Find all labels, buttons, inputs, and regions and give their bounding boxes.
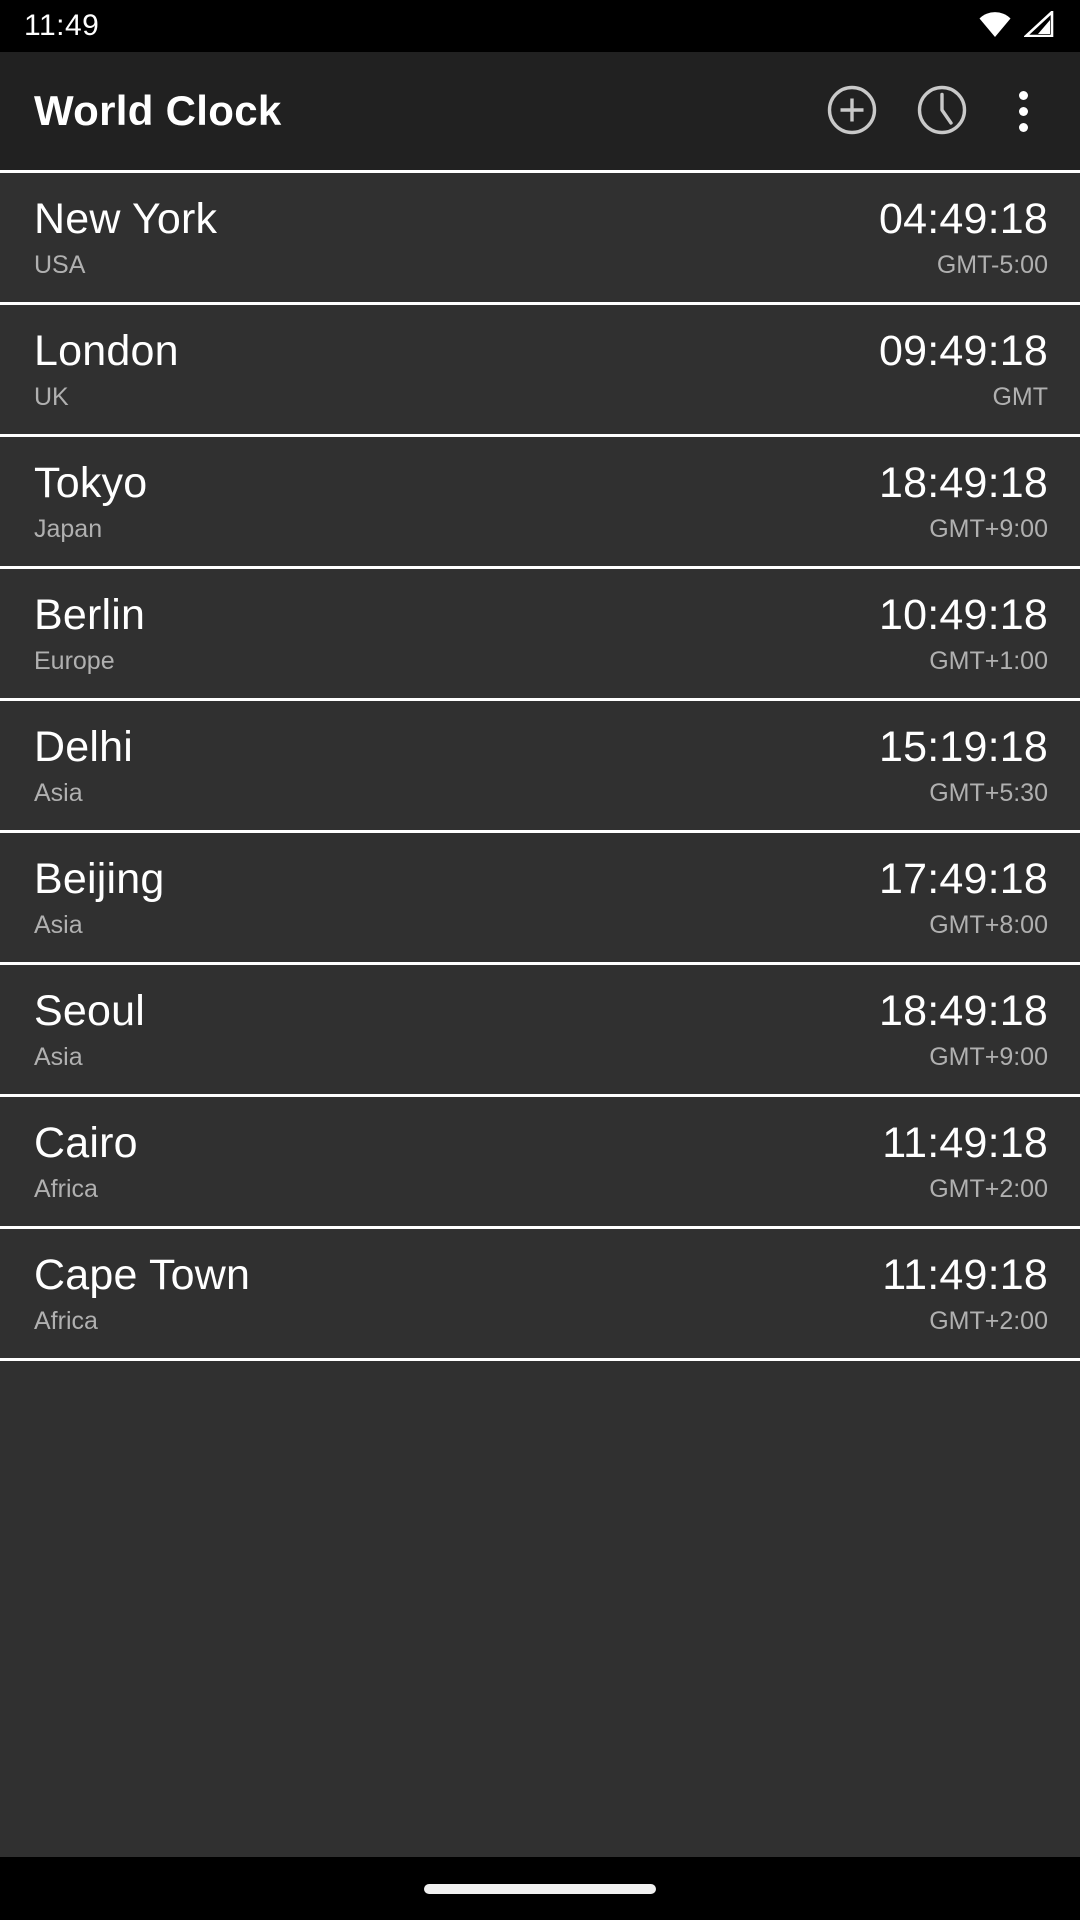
list-empty-area: [0, 1361, 1080, 1857]
clock-row-time: 11:49:18 GMT+2:00: [882, 1250, 1048, 1338]
status-bar-icons: [978, 8, 1054, 42]
clock-row[interactable]: London UK 09:49:18 GMT: [0, 305, 1080, 437]
status-bar: 11:49: [0, 0, 1080, 52]
city-name: Beijing: [34, 854, 165, 903]
clock-row-location: Tokyo Japan: [34, 458, 147, 546]
clock-row-time: 04:49:18 GMT-5:00: [879, 194, 1048, 282]
clock-row[interactable]: Seoul Asia 18:49:18 GMT+9:00: [0, 965, 1080, 1097]
city-region: Asia: [34, 778, 83, 807]
world-clock-list: New York USA 04:49:18 GMT-5:00 London UK…: [0, 170, 1080, 1857]
clock-row-time: 18:49:18 GMT+9:00: [879, 458, 1048, 546]
more-vertical-icon: [1018, 90, 1028, 132]
city-region: Africa: [34, 1306, 98, 1335]
clock-row[interactable]: Berlin Europe 10:49:18 GMT+1:00: [0, 569, 1080, 701]
city-time: 15:19:18: [879, 722, 1048, 771]
city-gmt-offset: GMT-5:00: [936, 250, 1048, 279]
clock-icon: [914, 82, 970, 141]
clock-row[interactable]: New York USA 04:49:18 GMT-5:00: [0, 173, 1080, 305]
city-time: 10:49:18: [879, 590, 1048, 639]
city-gmt-offset: GMT+9:00: [929, 514, 1048, 543]
city-name: Cape Town: [34, 1250, 251, 1299]
city-region: UK: [34, 382, 69, 411]
city-gmt-offset: GMT+1:00: [929, 646, 1048, 675]
status-bar-clock: 11:49: [24, 9, 100, 42]
city-region: USA: [34, 250, 86, 279]
clock-row-time: 11:49:18 GMT+2:00: [882, 1118, 1048, 1206]
clock-row-location: Seoul Asia: [34, 986, 145, 1074]
clock-row[interactable]: Beijing Asia 17:49:18 GMT+8:00: [0, 833, 1080, 965]
clock-row-time: 10:49:18 GMT+1:00: [879, 590, 1048, 678]
city-region: Japan: [34, 514, 103, 543]
city-time: 09:49:18: [879, 326, 1048, 375]
city-time: 17:49:18: [879, 854, 1048, 903]
city-name: Berlin: [34, 590, 146, 639]
clock-row-location: Cape Town Africa: [34, 1250, 250, 1338]
city-gmt-offset: GMT+8:00: [929, 910, 1048, 939]
clock-row[interactable]: Cairo Africa 11:49:18 GMT+2:00: [0, 1097, 1080, 1229]
clock-row-time: 15:19:18 GMT+5:30: [879, 722, 1048, 810]
clock-row-time: 18:49:18 GMT+9:00: [879, 986, 1048, 1074]
city-time: 04:49:18: [879, 194, 1048, 243]
home-gesture-pill[interactable]: [424, 1883, 656, 1894]
city-time: 18:49:18: [879, 458, 1048, 507]
city-name: Delhi: [34, 722, 133, 771]
page-title: World Clock: [34, 87, 282, 134]
city-name: London: [34, 326, 179, 375]
clock-row-location: Berlin Europe: [34, 590, 145, 678]
clock-button[interactable]: [904, 73, 980, 149]
clock-row-location: Delhi Asia: [34, 722, 133, 810]
city-name: Cairo: [34, 1118, 138, 1167]
app-bar-actions: [814, 73, 1052, 149]
clock-row-location: Cairo Africa: [34, 1118, 138, 1206]
city-region: Asia: [34, 1042, 83, 1071]
cellular-signal-icon: [1022, 8, 1054, 42]
city-gmt-offset: GMT+5:30: [929, 778, 1048, 807]
add-city-button[interactable]: [814, 73, 890, 149]
city-region: Africa: [34, 1174, 98, 1203]
app-bar: World Clock: [0, 52, 1080, 170]
clock-row-time: 17:49:18 GMT+8:00: [879, 854, 1048, 942]
clock-row[interactable]: Delhi Asia 15:19:18 GMT+5:30: [0, 701, 1080, 833]
clock-row[interactable]: Cape Town Africa 11:49:18 GMT+2:00: [0, 1229, 1080, 1361]
clock-row-location: Beijing Asia: [34, 854, 164, 942]
clock-row[interactable]: Tokyo Japan 18:49:18 GMT+9:00: [0, 437, 1080, 569]
city-gmt-offset: GMT+2:00: [929, 1174, 1048, 1203]
city-name: Seoul: [34, 986, 145, 1035]
city-time: 11:49:18: [882, 1250, 1048, 1299]
city-name: Tokyo: [34, 458, 148, 507]
city-name: New York: [34, 194, 218, 243]
clock-row-location: London UK: [34, 326, 179, 414]
navigation-bar: [0, 1857, 1080, 1920]
city-gmt-offset: GMT: [992, 382, 1048, 411]
city-time: 11:49:18: [882, 1118, 1048, 1167]
city-time: 18:49:18: [879, 986, 1048, 1035]
clock-row-location: New York USA: [34, 194, 217, 282]
overflow-menu-button[interactable]: [994, 73, 1052, 149]
city-gmt-offset: GMT+9:00: [929, 1042, 1048, 1071]
city-gmt-offset: GMT+2:00: [929, 1306, 1048, 1335]
wifi-icon: [978, 11, 1012, 42]
city-region: Asia: [34, 910, 83, 939]
city-region: Europe: [34, 646, 115, 675]
clock-row-time: 09:49:18 GMT: [879, 326, 1048, 414]
plus-circle-icon: [824, 82, 880, 141]
